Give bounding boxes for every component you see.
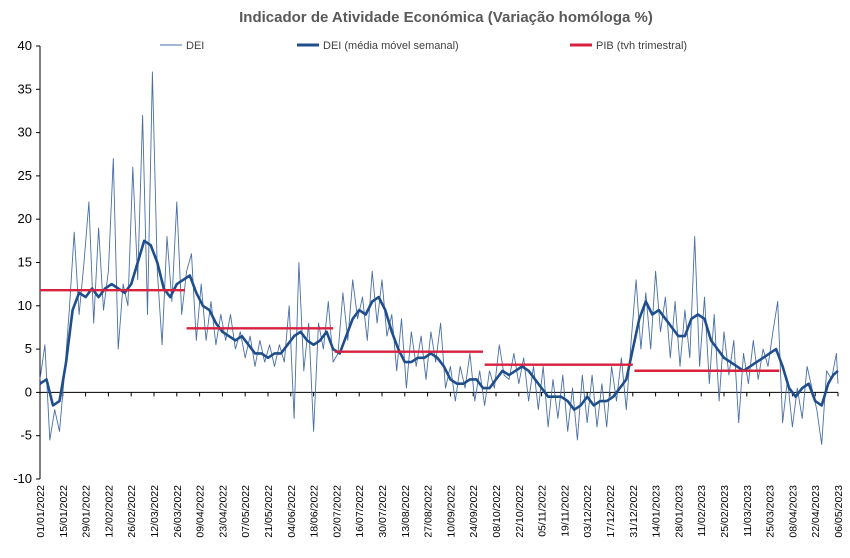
- x-tick-label: 27/08/2022: [423, 485, 435, 538]
- x-tick-label: 23/04/2022: [217, 485, 229, 538]
- y-tick-label: 0: [25, 384, 32, 399]
- legend: DEI DEI (média móvel semanal) PIB (tvh t…: [160, 40, 687, 52]
- y-tick-label: 35: [18, 81, 32, 96]
- x-tick-label: 18/06/2022: [309, 485, 321, 538]
- x-tick-label: 05/11/2022: [537, 485, 549, 537]
- legend-label-dei: DEI: [186, 40, 204, 52]
- x-tick-label: 22/04/2023: [810, 485, 822, 538]
- x-tick-label: 06/05/2023: [833, 485, 845, 538]
- x-tick-label: 08/10/2022: [491, 485, 503, 538]
- y-tick-label: 25: [18, 168, 32, 183]
- x-tick-label: 17/12/2022: [605, 485, 617, 538]
- x-tick-label: 15/01/2022: [58, 485, 70, 538]
- x-tick-label: 11/03/2023: [742, 485, 754, 537]
- x-tick-label: 30/07/2022: [377, 485, 389, 538]
- y-tick-label: -5: [20, 428, 32, 443]
- series-line-dei: [39, 71, 839, 445]
- x-tick-label: 21/05/2022: [263, 485, 275, 538]
- x-tick-label: 24/09/2022: [468, 485, 480, 538]
- x-tick-label: 29/01/2022: [81, 485, 93, 538]
- x-tick-label: 04/06/2022: [286, 485, 298, 538]
- legend-label-gdp: PIB (tvh trimestral): [596, 40, 687, 52]
- x-tick-label: 31/12/2022: [628, 485, 640, 538]
- y-tick-label: 10: [18, 298, 32, 313]
- x-tick-label: 08/04/2023: [787, 485, 799, 538]
- x-tick-label: 01/01/2022: [35, 485, 47, 538]
- series-layer: [39, 71, 839, 445]
- y-tick-label: 15: [18, 255, 32, 270]
- x-tick-label: 03/12/2022: [582, 485, 594, 538]
- x-tick-label: 19/11/2022: [559, 485, 571, 537]
- x-tick-label: 14/01/2023: [651, 485, 663, 538]
- x-tick-label: 26/03/2022: [172, 485, 184, 538]
- y-tick-label: 40: [18, 38, 32, 53]
- x-tick-label: 11/02/2023: [696, 485, 708, 537]
- axes: -10 -5 0 5 10 15 20 25 30 35 40 01/01/2022 15/01/202…: [13, 38, 845, 538]
- x-tick-label: 09/04/2022: [195, 485, 207, 538]
- y-tick-label: 20: [18, 211, 32, 226]
- x-tick-label: 28/01/2023: [673, 485, 685, 538]
- y-tick-label: 5: [25, 341, 32, 356]
- x-tick-label: 22/10/2022: [514, 485, 526, 538]
- x-tick-label: 02/07/2022: [331, 485, 343, 538]
- y-tick-label: 30: [18, 125, 32, 140]
- x-tick-label: 25/03/2023: [765, 485, 777, 538]
- x-tick-label: 25/02/2023: [719, 485, 731, 538]
- x-tick-label: 12/03/2022: [149, 485, 161, 538]
- x-tick-label: 16/07/2022: [354, 485, 366, 538]
- x-tick-label: 07/05/2022: [240, 485, 252, 538]
- x-tick-label: 26/02/2022: [126, 485, 138, 538]
- y-tick-label: -10: [13, 471, 32, 486]
- x-tick-label: 13/08/2022: [400, 485, 412, 538]
- x-tick-label: 12/02/2022: [103, 485, 115, 538]
- x-tick-label: 10/09/2022: [445, 485, 457, 538]
- chart-title: Indicador de Atividade Económica (Variaç…: [239, 9, 653, 26]
- legend-label-dei-moving-average: DEI (média móvel semanal): [323, 40, 459, 52]
